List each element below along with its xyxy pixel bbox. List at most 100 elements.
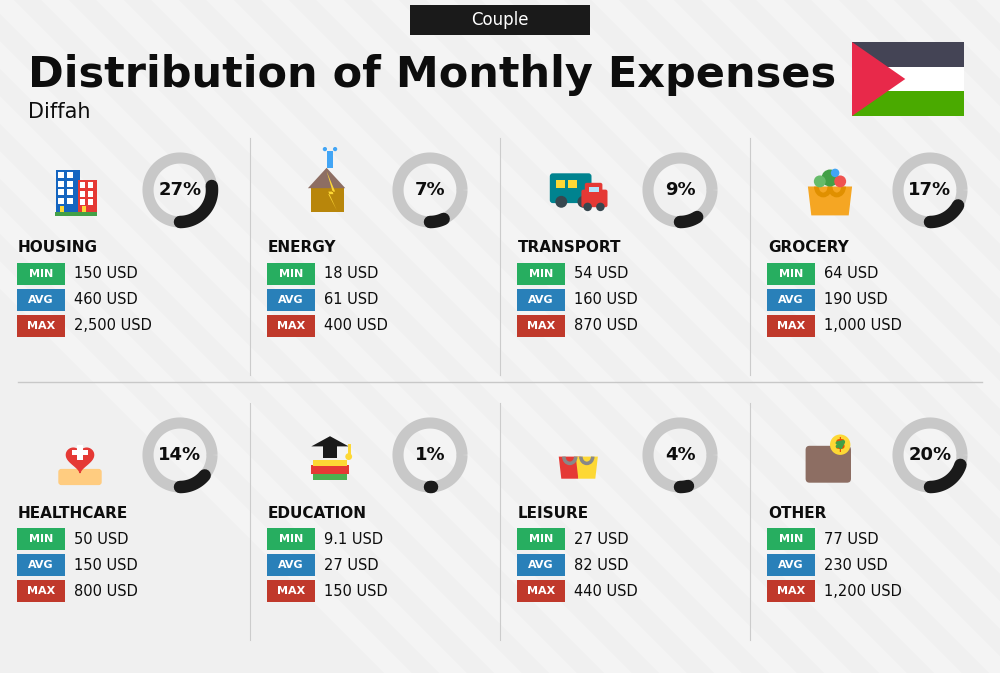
Text: Couple: Couple bbox=[471, 11, 529, 29]
FancyBboxPatch shape bbox=[327, 151, 333, 168]
FancyBboxPatch shape bbox=[80, 199, 85, 205]
Circle shape bbox=[577, 196, 589, 208]
Text: 18 USD: 18 USD bbox=[324, 267, 378, 281]
Text: 1,200 USD: 1,200 USD bbox=[824, 583, 902, 598]
FancyBboxPatch shape bbox=[58, 469, 102, 485]
Text: 64 USD: 64 USD bbox=[824, 267, 878, 281]
FancyBboxPatch shape bbox=[17, 580, 65, 602]
Text: 150 USD: 150 USD bbox=[74, 557, 138, 573]
Circle shape bbox=[583, 203, 592, 211]
Text: MIN: MIN bbox=[779, 534, 803, 544]
Text: MAX: MAX bbox=[27, 321, 55, 331]
FancyBboxPatch shape bbox=[556, 180, 565, 188]
Text: 190 USD: 190 USD bbox=[824, 293, 888, 308]
Text: Distribution of Monthly Expenses: Distribution of Monthly Expenses bbox=[28, 54, 836, 96]
Polygon shape bbox=[311, 436, 349, 446]
Text: 1%: 1% bbox=[415, 446, 445, 464]
FancyBboxPatch shape bbox=[17, 263, 65, 285]
FancyBboxPatch shape bbox=[80, 190, 85, 197]
Text: MIN: MIN bbox=[29, 534, 53, 544]
Text: 27 USD: 27 USD bbox=[574, 532, 629, 546]
FancyBboxPatch shape bbox=[267, 528, 315, 550]
Polygon shape bbox=[327, 171, 337, 210]
FancyBboxPatch shape bbox=[54, 212, 97, 216]
Text: 27 USD: 27 USD bbox=[324, 557, 379, 573]
FancyBboxPatch shape bbox=[852, 42, 964, 67]
Text: EDUCATION: EDUCATION bbox=[268, 505, 367, 520]
Text: HEALTHCARE: HEALTHCARE bbox=[18, 505, 128, 520]
FancyBboxPatch shape bbox=[517, 315, 565, 337]
Text: 160 USD: 160 USD bbox=[574, 293, 638, 308]
Text: MAX: MAX bbox=[527, 586, 555, 596]
Circle shape bbox=[831, 169, 839, 177]
FancyBboxPatch shape bbox=[311, 465, 349, 474]
FancyBboxPatch shape bbox=[767, 528, 815, 550]
FancyBboxPatch shape bbox=[17, 315, 65, 337]
FancyBboxPatch shape bbox=[852, 92, 964, 116]
Text: 800 USD: 800 USD bbox=[74, 583, 138, 598]
Text: AVG: AVG bbox=[778, 295, 804, 305]
Text: AVG: AVG bbox=[28, 560, 54, 570]
Text: 1,000 USD: 1,000 USD bbox=[824, 318, 902, 334]
Polygon shape bbox=[808, 186, 852, 215]
Text: 17%: 17% bbox=[908, 181, 952, 199]
Text: 20%: 20% bbox=[908, 446, 952, 464]
Text: 9%: 9% bbox=[665, 181, 695, 199]
Polygon shape bbox=[576, 456, 598, 479]
Text: Diffah: Diffah bbox=[28, 102, 90, 122]
Circle shape bbox=[323, 147, 327, 151]
Text: GROCERY: GROCERY bbox=[768, 240, 849, 256]
FancyBboxPatch shape bbox=[72, 450, 88, 455]
FancyBboxPatch shape bbox=[267, 263, 315, 285]
FancyBboxPatch shape bbox=[588, 186, 599, 192]
FancyBboxPatch shape bbox=[82, 206, 86, 212]
FancyBboxPatch shape bbox=[581, 190, 608, 207]
Text: 150 USD: 150 USD bbox=[74, 267, 138, 281]
Text: 440 USD: 440 USD bbox=[574, 583, 638, 598]
Text: 4%: 4% bbox=[665, 446, 695, 464]
FancyBboxPatch shape bbox=[80, 182, 85, 188]
Text: $: $ bbox=[835, 437, 846, 452]
Circle shape bbox=[834, 176, 846, 187]
Text: ENERGY: ENERGY bbox=[268, 240, 336, 256]
FancyBboxPatch shape bbox=[568, 180, 577, 188]
Circle shape bbox=[830, 435, 850, 455]
Circle shape bbox=[822, 170, 838, 186]
Text: MIN: MIN bbox=[29, 269, 53, 279]
FancyBboxPatch shape bbox=[313, 474, 347, 481]
Text: AVG: AVG bbox=[528, 560, 554, 570]
FancyBboxPatch shape bbox=[517, 554, 565, 576]
Text: MAX: MAX bbox=[777, 321, 805, 331]
Text: 2,500 USD: 2,500 USD bbox=[74, 318, 152, 334]
FancyBboxPatch shape bbox=[313, 460, 347, 466]
Text: 50 USD: 50 USD bbox=[74, 532, 128, 546]
Text: MAX: MAX bbox=[27, 586, 55, 596]
FancyBboxPatch shape bbox=[67, 189, 73, 195]
Polygon shape bbox=[66, 448, 94, 472]
FancyBboxPatch shape bbox=[56, 170, 80, 212]
FancyBboxPatch shape bbox=[517, 289, 565, 311]
FancyBboxPatch shape bbox=[410, 5, 590, 35]
Text: HOUSING: HOUSING bbox=[18, 240, 98, 256]
Circle shape bbox=[596, 203, 605, 211]
Text: MIN: MIN bbox=[779, 269, 803, 279]
FancyBboxPatch shape bbox=[58, 198, 64, 203]
FancyBboxPatch shape bbox=[88, 182, 93, 188]
FancyBboxPatch shape bbox=[17, 528, 65, 550]
Text: OTHER: OTHER bbox=[768, 505, 826, 520]
Text: MAX: MAX bbox=[777, 586, 805, 596]
Circle shape bbox=[345, 453, 352, 460]
FancyBboxPatch shape bbox=[58, 180, 64, 186]
FancyBboxPatch shape bbox=[852, 67, 964, 92]
FancyBboxPatch shape bbox=[585, 183, 602, 195]
FancyBboxPatch shape bbox=[58, 189, 64, 195]
Text: MAX: MAX bbox=[277, 586, 305, 596]
FancyBboxPatch shape bbox=[517, 528, 565, 550]
FancyBboxPatch shape bbox=[267, 315, 315, 337]
Text: 460 USD: 460 USD bbox=[74, 293, 138, 308]
FancyBboxPatch shape bbox=[311, 188, 344, 212]
Text: AVG: AVG bbox=[528, 295, 554, 305]
FancyBboxPatch shape bbox=[77, 445, 83, 460]
Text: 61 USD: 61 USD bbox=[324, 293, 378, 308]
FancyBboxPatch shape bbox=[78, 180, 97, 212]
